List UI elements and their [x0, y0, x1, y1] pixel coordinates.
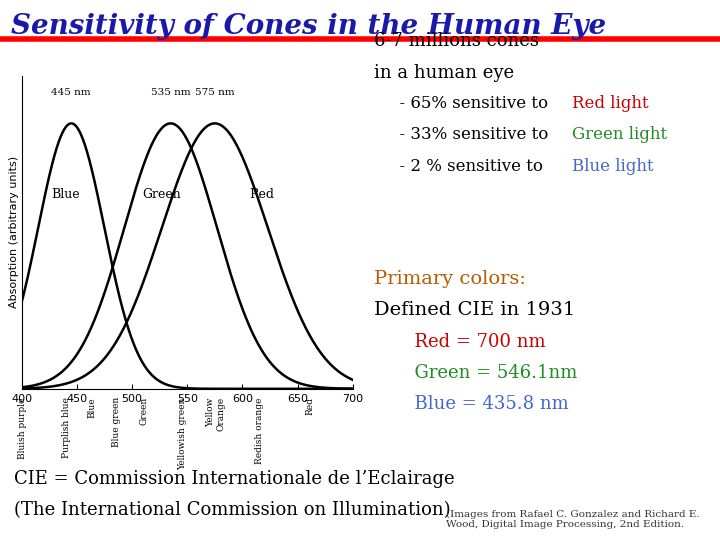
- Text: 535 nm: 535 nm: [150, 88, 191, 97]
- Text: Green = 546.1nm: Green = 546.1nm: [403, 364, 577, 382]
- Y-axis label: Absorption (arbitrary units): Absorption (arbitrary units): [9, 156, 19, 308]
- Text: Sensitivity of Cones in the Human Eye: Sensitivity of Cones in the Human Eye: [11, 14, 606, 40]
- Text: 445 nm: 445 nm: [51, 88, 91, 97]
- Text: Purplish blue: Purplish blue: [63, 397, 71, 458]
- Text: in a human eye: in a human eye: [374, 64, 515, 82]
- Text: Red: Red: [250, 188, 275, 201]
- Text: CIE = Commission Internationale de l’Eclairage: CIE = Commission Internationale de l’Ecl…: [14, 470, 455, 488]
- Text: - 2 % sensitive to: - 2 % sensitive to: [389, 158, 548, 174]
- Text: Green light: Green light: [572, 126, 667, 143]
- Text: 6-7 millions cones: 6-7 millions cones: [374, 32, 539, 50]
- Text: Primary colors:: Primary colors:: [374, 270, 526, 288]
- Text: Red = 700 nm: Red = 700 nm: [403, 333, 546, 350]
- Text: Red light: Red light: [572, 95, 649, 112]
- Text: Blue light: Blue light: [572, 158, 654, 174]
- Text: Blue: Blue: [88, 397, 96, 418]
- Text: (The International Commission on Illumination): (The International Commission on Illumin…: [14, 501, 451, 519]
- Text: Redish orange: Redish orange: [256, 397, 264, 463]
- Text: Defined CIE in 1931: Defined CIE in 1931: [374, 301, 576, 319]
- Text: Red: Red: [305, 397, 314, 415]
- Text: Blue green: Blue green: [112, 397, 121, 447]
- Text: Green: Green: [140, 397, 148, 426]
- Text: 575 nm: 575 nm: [195, 88, 235, 97]
- Text: (Images from Rafael C. Gonzalez and Richard E.
Wood, Digital Image Processing, 2: (Images from Rafael C. Gonzalez and Rich…: [446, 510, 700, 529]
- Text: Green: Green: [143, 188, 181, 201]
- Text: Yellowish green: Yellowish green: [179, 397, 187, 469]
- Text: Yellow
Orange: Yellow Orange: [207, 397, 226, 431]
- Text: Blue: Blue: [51, 188, 80, 201]
- Text: - 65% sensitive to: - 65% sensitive to: [389, 95, 553, 112]
- Text: - 33% sensitive to: - 33% sensitive to: [389, 126, 554, 143]
- Text: Blue = 435.8 nm: Blue = 435.8 nm: [403, 395, 569, 413]
- Text: Bluish purple: Bluish purple: [18, 397, 27, 458]
